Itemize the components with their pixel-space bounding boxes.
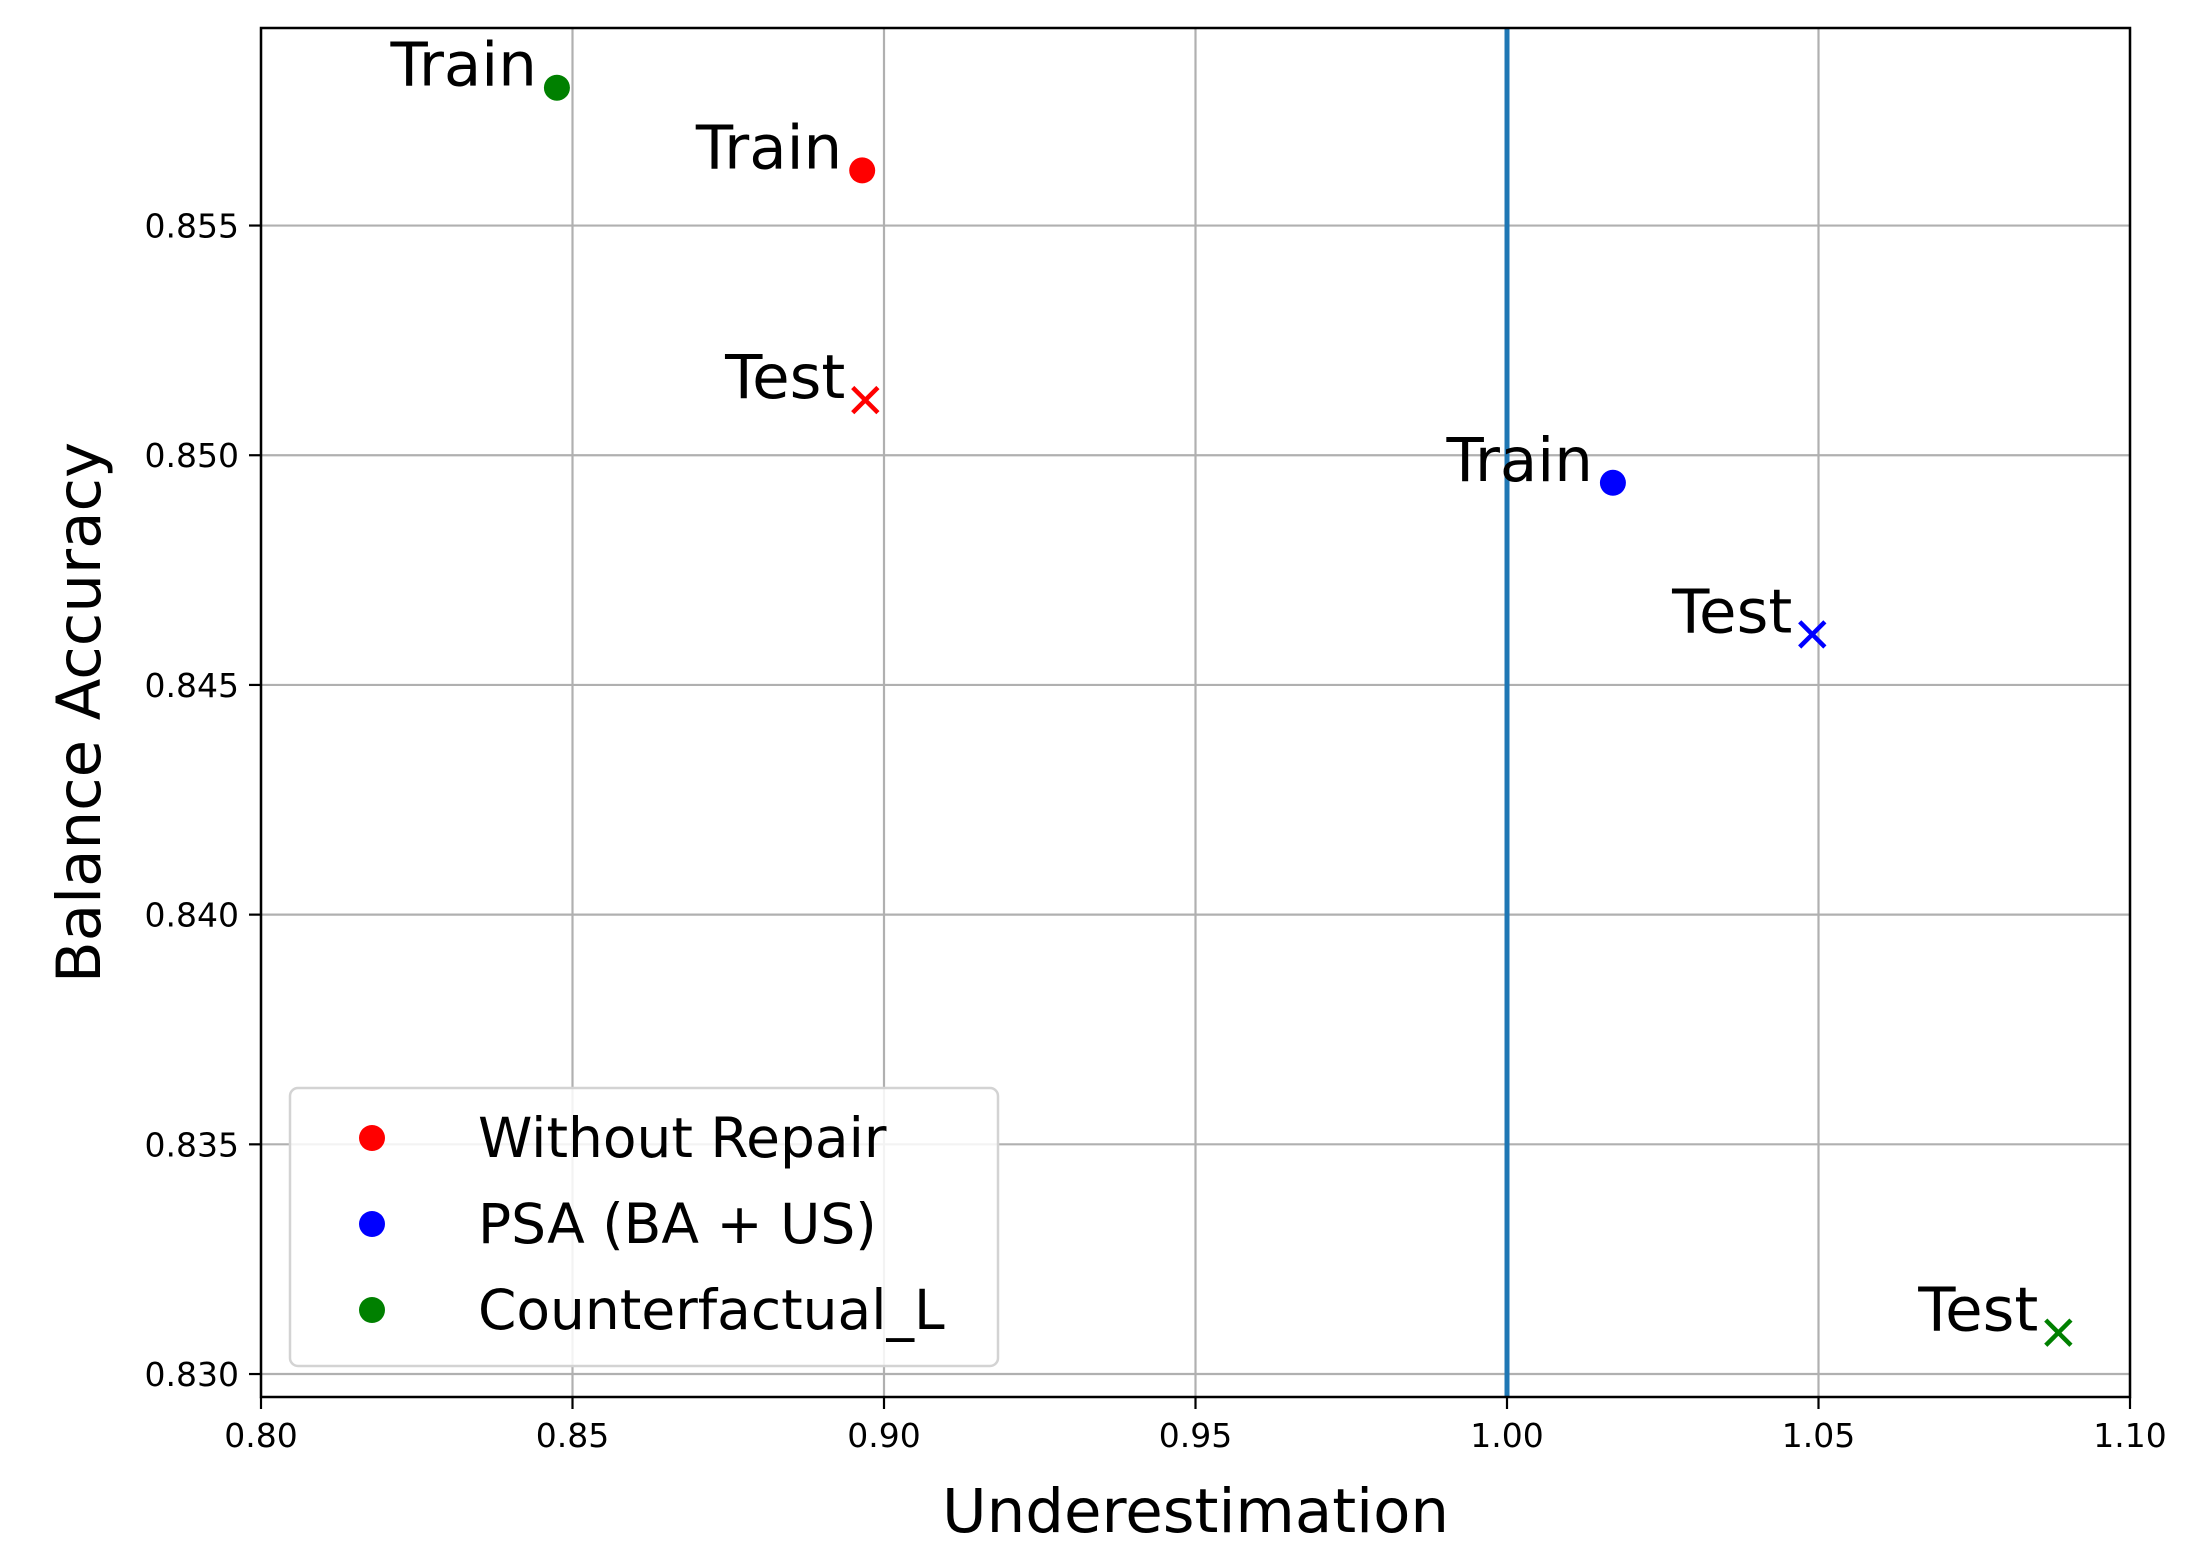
y-tick-label: 0.830 [145, 1355, 239, 1394]
legend-label: PSA (BA + US) [478, 1192, 877, 1256]
point-label: Test [724, 342, 845, 413]
x-axis-label: Underestimation [942, 1476, 1449, 1547]
point-label: Train [695, 112, 842, 183]
x-tick-label: 1.00 [1470, 1416, 1543, 1455]
point-label: Test [1917, 1275, 2038, 1346]
y-tick-label: 0.845 [145, 666, 239, 705]
y-axis-ticks: 0.830 0.835 0.840 0.845 0.850 0.855 [145, 207, 261, 1394]
data-point-x [2044, 1318, 2073, 1347]
data-point-circle [543, 74, 570, 101]
legend-marker [359, 1125, 385, 1151]
x-tick-label: 0.90 [847, 1416, 920, 1455]
y-tick-label: 0.835 [145, 1125, 239, 1164]
data-point-x [1798, 620, 1827, 649]
x-tick-label: 1.10 [2093, 1416, 2166, 1455]
y-tick-label: 0.855 [145, 207, 239, 246]
x-tick-label: 0.80 [224, 1416, 297, 1455]
legend-box [288, 1086, 1000, 1368]
x-tick-label: 0.85 [536, 1416, 609, 1455]
data-point-circle [849, 157, 876, 184]
data-point-x [851, 385, 880, 415]
point-label: Test [1671, 576, 1792, 647]
y-tick-label: 0.840 [145, 896, 239, 935]
point-label: Train [1446, 425, 1593, 496]
data-points: Train Test Train Test Train Test [390, 30, 2073, 1347]
legend-label: Without Repair [478, 1106, 887, 1170]
x-axis-ticks: 0.80 0.85 0.90 0.95 1.00 1.05 1.10 [224, 1397, 2167, 1455]
point-label: Train [390, 30, 537, 101]
legend-label: Counterfactual_L [478, 1278, 945, 1342]
data-point-circle [1599, 469, 1626, 496]
y-tick-label: 0.850 [145, 436, 239, 475]
y-axis-label: Balance Accuracy [44, 442, 115, 983]
legend-marker [359, 1211, 385, 1237]
x-tick-label: 1.05 [1782, 1416, 1855, 1455]
legend: Without Repair PSA (BA + US) Counterfactua… [288, 1086, 1000, 1368]
legend-marker [359, 1297, 385, 1323]
x-tick-label: 0.95 [1159, 1416, 1232, 1455]
